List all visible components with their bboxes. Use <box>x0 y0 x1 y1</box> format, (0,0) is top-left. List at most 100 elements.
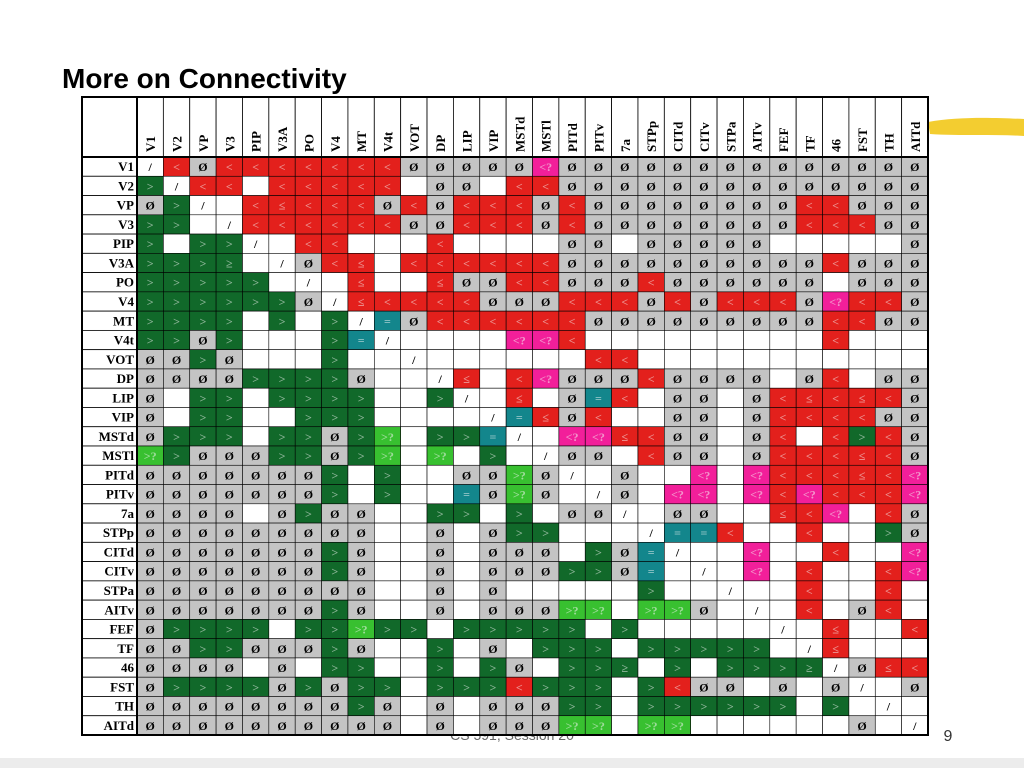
cell-symbol: Ø <box>172 719 181 733</box>
column-header <box>347 96 375 158</box>
cell <box>848 561 876 582</box>
cell-symbol: > <box>331 565 338 579</box>
cell-symbol: Ø <box>699 411 708 425</box>
cell-symbol: Ø <box>673 179 682 193</box>
cell-symbol: > <box>727 661 734 675</box>
cell-symbol: > <box>384 468 391 482</box>
cell-symbol: ≤ <box>832 623 839 637</box>
cell-symbol: Ø <box>251 584 260 598</box>
cell-symbol: < <box>358 199 365 213</box>
cell-symbol: Ø <box>225 468 234 482</box>
cell-symbol: >? <box>566 719 579 733</box>
cell <box>611 330 639 350</box>
cell-symbol: > <box>358 430 365 444</box>
cell <box>795 330 823 350</box>
cell-symbol: Ø <box>462 276 471 290</box>
cell <box>400 503 428 524</box>
cell-symbol: Ø <box>910 391 919 405</box>
cell-symbol: > <box>595 700 602 714</box>
cell-symbol: < <box>885 391 892 405</box>
cell <box>716 426 744 447</box>
cell <box>347 484 375 505</box>
cell-symbol: > <box>226 680 233 694</box>
cell <box>769 715 797 736</box>
cell-symbol: Ø <box>857 160 866 174</box>
cell-symbol: > <box>226 411 233 425</box>
cell-symbol: > <box>595 680 602 694</box>
cell <box>716 484 744 505</box>
cell <box>769 561 797 582</box>
cell-symbol: > <box>226 276 233 290</box>
cell <box>822 233 850 254</box>
cell-symbol: < <box>832 411 839 425</box>
column-header <box>822 96 850 158</box>
cell-symbol: Ø <box>383 199 392 213</box>
cell-symbol: Ø <box>225 353 234 367</box>
cell <box>373 387 401 408</box>
column-header <box>136 96 164 158</box>
cell <box>769 368 797 389</box>
cell-symbol: < <box>358 218 365 232</box>
cell-symbol: < <box>780 411 787 425</box>
cell-symbol: Ø <box>146 430 155 444</box>
cell-symbol: < <box>199 179 206 193</box>
cell-symbol: Ø <box>910 372 919 386</box>
cell-symbol: = <box>516 411 523 425</box>
cell <box>584 619 612 639</box>
cell <box>373 638 401 659</box>
cell-symbol: < <box>542 276 549 290</box>
cell-symbol: Ø <box>277 584 286 598</box>
cell-symbol: Ø <box>752 160 761 174</box>
row-label: 7a <box>121 506 135 521</box>
cell-symbol: Ø <box>304 526 313 540</box>
cell-symbol: > <box>358 680 365 694</box>
cell-symbol: / <box>253 237 258 251</box>
cell-symbol: < <box>410 256 417 270</box>
cell-symbol: < <box>305 237 312 251</box>
cell-symbol: / <box>886 700 891 714</box>
cell-symbol: Ø <box>225 507 234 521</box>
cell-symbol: < <box>279 179 286 193</box>
cell-symbol: > <box>147 218 154 232</box>
cell-symbol: Ø <box>620 256 629 270</box>
cell-symbol: Ø <box>805 372 814 386</box>
cell <box>874 619 902 639</box>
cell-symbol: = <box>595 391 602 405</box>
cell-symbol: > <box>674 661 681 675</box>
cell <box>901 696 929 717</box>
cell <box>848 619 876 639</box>
cell <box>690 580 718 601</box>
cell-symbol: >? <box>144 449 157 463</box>
cell <box>532 233 560 254</box>
cell-symbol: < <box>384 295 391 309</box>
cell <box>242 310 270 331</box>
cell-symbol: < <box>885 449 892 463</box>
cell-symbol: Ø <box>277 719 286 733</box>
cell-symbol: Ø <box>778 179 787 193</box>
cell <box>637 484 665 505</box>
cell-symbol: > <box>199 623 206 637</box>
cell-symbol: > <box>358 411 365 425</box>
cell-symbol: Ø <box>277 468 286 482</box>
cell-symbol: >? <box>592 719 605 733</box>
cell-symbol: < <box>780 449 787 463</box>
cell <box>743 715 771 736</box>
cell <box>743 349 771 370</box>
cell-symbol: Ø <box>304 488 313 502</box>
cell <box>611 445 639 466</box>
cell <box>268 619 296 639</box>
cell <box>611 522 639 543</box>
cell-symbol: > <box>674 700 681 714</box>
cell-symbol: = <box>490 430 497 444</box>
cell-symbol: > <box>173 276 180 290</box>
cell <box>769 599 797 620</box>
cell-symbol: > <box>595 565 602 579</box>
cell-symbol: Ø <box>752 276 761 290</box>
cell <box>453 599 481 620</box>
cell <box>505 638 533 659</box>
cell-symbol: > <box>542 642 549 656</box>
cell-symbol: Ø <box>594 314 603 328</box>
cell-symbol: ≥ <box>621 661 628 675</box>
cell-symbol: Ø <box>277 526 286 540</box>
cell-symbol: Ø <box>910 680 919 694</box>
